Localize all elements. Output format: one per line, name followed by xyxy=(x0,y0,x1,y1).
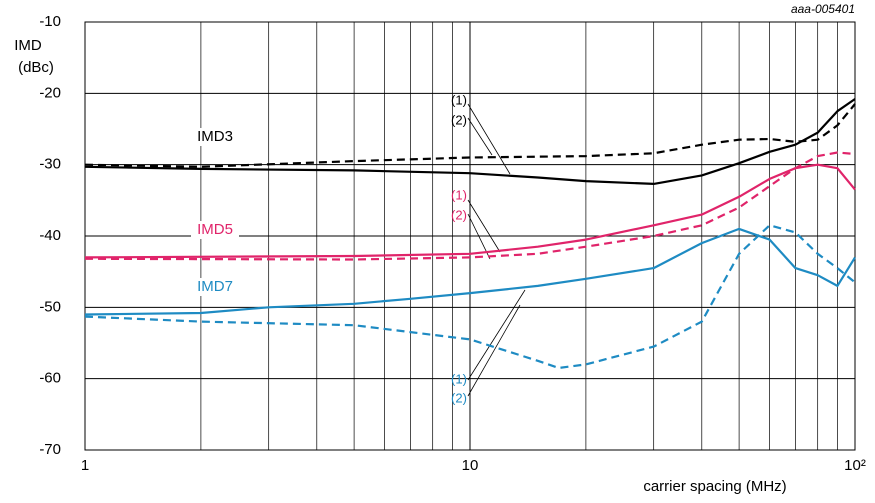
y-tick-label: -70 xyxy=(39,441,61,458)
y-tick-label: -30 xyxy=(39,156,61,173)
series-line xyxy=(84,151,856,261)
annotation: IMD3 xyxy=(197,128,233,145)
plot-frame xyxy=(84,21,856,451)
y-tick-label: -20 xyxy=(39,84,61,101)
leader-lines xyxy=(467,103,526,397)
label-bg xyxy=(191,128,239,146)
series-line xyxy=(84,227,856,316)
annotation: (1) xyxy=(451,371,467,386)
series-line xyxy=(84,103,856,168)
figure-id: aaa-005401 xyxy=(791,2,855,16)
series-line xyxy=(84,224,856,370)
x-tick-label: 10² xyxy=(844,457,866,474)
annotation: IMD5 xyxy=(197,221,233,238)
y-axis-label: IMD xyxy=(14,37,42,54)
x-tick-label: 10 xyxy=(462,457,479,474)
annotation: (2) xyxy=(451,207,467,222)
annotation: (2) xyxy=(451,390,467,405)
series-line xyxy=(84,163,856,259)
series-line xyxy=(84,98,856,185)
annotation: (1) xyxy=(451,187,467,202)
annotation: IMD7 xyxy=(197,278,233,295)
x-tick-label: 1 xyxy=(81,457,89,474)
annotation: (1) xyxy=(451,92,467,107)
y-tick-label: -40 xyxy=(39,227,61,244)
annotation: (2) xyxy=(451,112,467,127)
y-axis-label: (dBc) xyxy=(18,59,54,76)
y-tick-label: -60 xyxy=(39,370,61,387)
x-axis-label: carrier spacing (MHz) xyxy=(643,478,786,495)
label-bg xyxy=(191,278,239,296)
y-tick-label: -50 xyxy=(39,298,61,315)
y-tick-label: -10 xyxy=(39,13,61,30)
label-bg xyxy=(191,221,239,239)
